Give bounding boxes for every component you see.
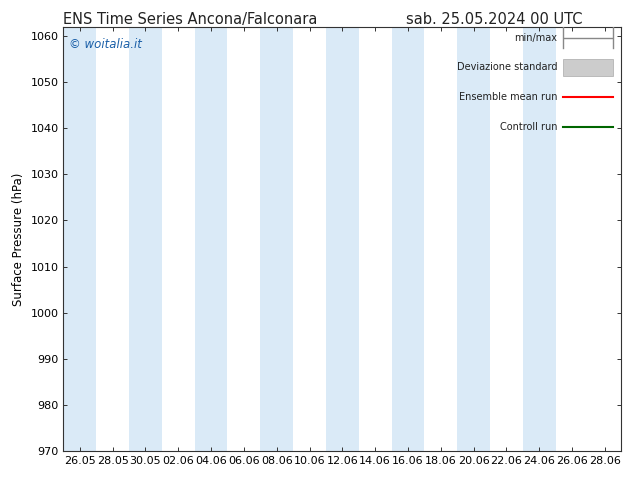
Text: sab. 25.05.2024 00 UTC: sab. 25.05.2024 00 UTC — [406, 12, 583, 27]
Text: © woitalia.it: © woitalia.it — [69, 38, 142, 50]
Text: min/max: min/max — [514, 32, 557, 43]
Text: ENS Time Series Ancona/Falconara: ENS Time Series Ancona/Falconara — [63, 12, 318, 27]
Bar — [392, 27, 424, 451]
Text: Deviazione standard: Deviazione standard — [456, 62, 557, 72]
Bar — [326, 27, 359, 451]
Text: Ensemble mean run: Ensemble mean run — [458, 92, 557, 102]
Bar — [457, 27, 490, 451]
Bar — [261, 27, 293, 451]
FancyBboxPatch shape — [563, 59, 613, 75]
Bar — [63, 27, 96, 451]
Bar — [129, 27, 162, 451]
Y-axis label: Surface Pressure (hPa): Surface Pressure (hPa) — [12, 172, 25, 306]
Bar — [195, 27, 228, 451]
Bar — [523, 27, 555, 451]
Text: Controll run: Controll run — [500, 122, 557, 131]
